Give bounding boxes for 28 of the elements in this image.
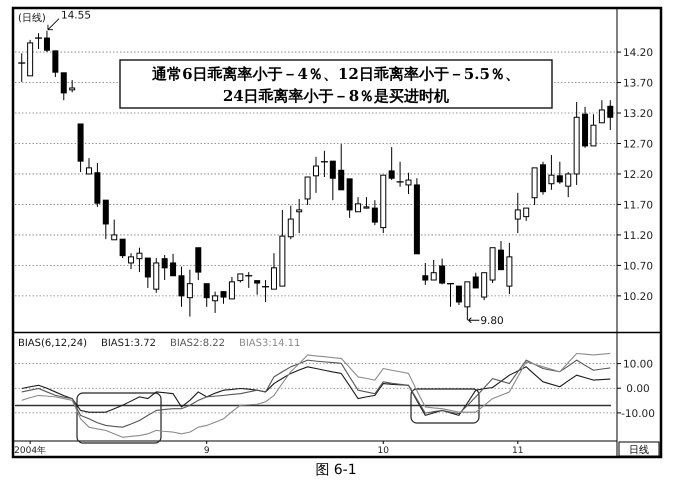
y-tick-label: 11.70 [622, 199, 654, 212]
text: BIAS2:8.22 [170, 338, 225, 349]
chart-title: BIAS(6,12,24) [18, 338, 88, 349]
annotation: 24日乖离率小于－8％是买进时机 [222, 87, 450, 105]
y-tick-label: 10.70 [622, 260, 654, 272]
y-tick-label: 11.20 [622, 230, 654, 242]
chart-title: (日线) [18, 12, 46, 24]
text: 日线 [629, 444, 649, 456]
y-tick-label: 13.70 [622, 78, 654, 90]
x-tick-label: 9 [204, 446, 210, 456]
y-tick-label: 12.20 [622, 168, 654, 181]
y-tick-label: 12.70 [622, 138, 654, 150]
note-box: 通常6日乖离率小于－4％、12日乖离率小于－5.5％、 24日乖离率小于－8％是买进时机 [119, 59, 553, 109]
y-tick-label: -10.00 [621, 408, 655, 420]
x-tick-label: 11 [512, 446, 524, 456]
text: BIAS1:3.72 [100, 338, 156, 349]
y-tick-label: 10.20 [622, 290, 654, 303]
x-tick-label: 10 [378, 446, 390, 456]
annotation: 9.80 [480, 315, 504, 328]
annotation: 通常6日乖离率小于－4％、12日乖离率小于－5.5％、 [151, 65, 520, 83]
series-label: BIAS3:14.11 [238, 338, 300, 349]
x-tick-label: 2004年 [14, 445, 46, 456]
y-tick-label: 13.20 [622, 108, 654, 120]
y-tick-label: 10.00 [622, 358, 654, 371]
caption: 图 6-1 [315, 462, 357, 478]
y-tick-label: 14.20 [622, 47, 654, 60]
y-tick-label: 0.00 [626, 383, 650, 396]
annotation: 14.55 [60, 10, 92, 22]
